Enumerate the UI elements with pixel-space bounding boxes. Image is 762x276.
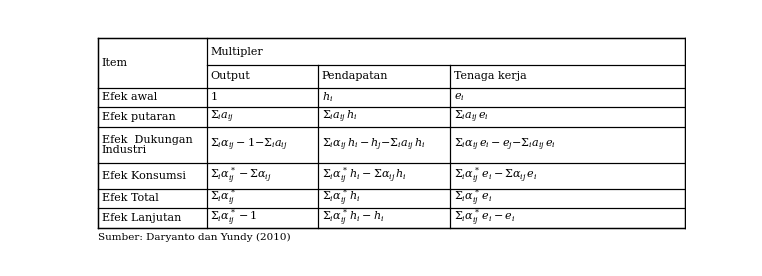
Text: 1: 1 bbox=[210, 92, 217, 102]
Text: $\Sigma_i \alpha^*_{ij}\, e_i - e_i$: $\Sigma_i \alpha^*_{ij}\, e_i - e_i$ bbox=[453, 208, 515, 228]
Text: Item: Item bbox=[102, 58, 128, 68]
Text: Efek awal: Efek awal bbox=[102, 92, 157, 102]
Text: $h_i$: $h_i$ bbox=[322, 91, 333, 104]
Text: Efek Total: Efek Total bbox=[102, 193, 158, 203]
Text: $\Sigma_i \alpha^*_{ij}\, h_i - h_i$: $\Sigma_i \alpha^*_{ij}\, h_i - h_i$ bbox=[322, 208, 384, 228]
Text: $\Sigma_i \alpha_{ij} - 1 \mathrm{-} \Sigma_i a_{ij}$: $\Sigma_i \alpha_{ij} - 1 \mathrm{-} \Si… bbox=[210, 137, 288, 153]
Text: Multipler: Multipler bbox=[210, 47, 263, 57]
Text: Efek Konsumsi: Efek Konsumsi bbox=[102, 171, 186, 181]
Text: $\Sigma_i a_{ij}\, e_i$: $\Sigma_i a_{ij}\, e_i$ bbox=[453, 109, 488, 125]
Text: Efek Lanjutan: Efek Lanjutan bbox=[102, 213, 181, 223]
Text: $\Sigma_i \alpha_{ij}\, e_i - e_j \mathrm{-} \Sigma_i a_{ij}\, e_i$: $\Sigma_i \alpha_{ij}\, e_i - e_j \mathr… bbox=[453, 137, 555, 153]
Text: $\Sigma_i \alpha^*_{ij} - 1$: $\Sigma_i \alpha^*_{ij} - 1$ bbox=[210, 208, 258, 228]
Text: $\Sigma_i \alpha^*_{ij}\, e_i - \Sigma\alpha_{ij}\, e_i$: $\Sigma_i \alpha^*_{ij}\, e_i - \Sigma\a… bbox=[453, 166, 537, 186]
Text: $\Sigma_i \alpha^*_{ij} - \Sigma\alpha_{ij}$: $\Sigma_i \alpha^*_{ij} - \Sigma\alpha_{… bbox=[210, 166, 272, 186]
Text: $\Sigma_i a_{ij}\, h_i$: $\Sigma_i a_{ij}\, h_i$ bbox=[322, 109, 357, 125]
Text: Tenaga kerja: Tenaga kerja bbox=[453, 71, 527, 81]
Text: $\Sigma_i \alpha^*_{ij}\, h_i$: $\Sigma_i \alpha^*_{ij}\, h_i$ bbox=[322, 188, 360, 208]
Text: Industri: Industri bbox=[102, 145, 147, 155]
Text: Sumber: Daryanto dan Yundy (2010): Sumber: Daryanto dan Yundy (2010) bbox=[98, 233, 291, 242]
Text: Output: Output bbox=[210, 71, 250, 81]
Text: Pendapatan: Pendapatan bbox=[322, 71, 388, 81]
Text: $e_i$: $e_i$ bbox=[453, 92, 464, 104]
Text: $\Sigma_i \alpha_{ij}\, h_i - h_j \mathrm{-} \Sigma_i a_{ij}\, h_i$: $\Sigma_i \alpha_{ij}\, h_i - h_j \mathr… bbox=[322, 137, 425, 153]
Text: Efek  Dukungan: Efek Dukungan bbox=[102, 135, 193, 145]
Text: $\Sigma_i \alpha^*_{ij}\, e_i$: $\Sigma_i \alpha^*_{ij}\, e_i$ bbox=[453, 188, 492, 208]
Text: $\Sigma_i \alpha^*_{ij}$: $\Sigma_i \alpha^*_{ij}$ bbox=[210, 188, 236, 208]
Text: Efek putaran: Efek putaran bbox=[102, 112, 175, 122]
Text: $\Sigma_i a_{ij}$: $\Sigma_i a_{ij}$ bbox=[210, 109, 235, 125]
Text: $\Sigma_i \alpha^*_{ij}\, h_i - \Sigma\alpha_{ij}\, h_i$: $\Sigma_i \alpha^*_{ij}\, h_i - \Sigma\a… bbox=[322, 166, 406, 186]
